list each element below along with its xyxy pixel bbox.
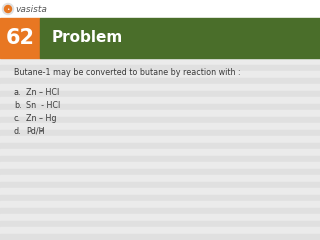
Bar — [0, 130, 320, 136]
Text: •: • — [6, 7, 10, 12]
Bar — [0, 58, 320, 65]
Bar — [0, 90, 320, 97]
Text: b.: b. — [14, 101, 22, 110]
Bar — [0, 78, 320, 84]
Bar — [0, 149, 320, 156]
Text: c.: c. — [14, 114, 21, 123]
Bar — [0, 234, 320, 240]
Bar — [0, 71, 320, 78]
Bar — [0, 208, 320, 214]
Bar — [0, 201, 320, 208]
Bar — [0, 103, 320, 110]
Text: Zn – Hg: Zn – Hg — [26, 114, 57, 123]
Bar — [0, 18, 40, 58]
Text: a.: a. — [14, 88, 21, 97]
Circle shape — [4, 6, 12, 12]
Bar — [0, 97, 320, 103]
Bar — [0, 110, 320, 116]
Bar — [0, 123, 320, 130]
Bar — [0, 221, 320, 227]
Bar — [0, 214, 320, 221]
Bar — [0, 116, 320, 123]
Bar — [0, 181, 320, 188]
Text: vasista: vasista — [15, 5, 47, 13]
Text: d.: d. — [14, 127, 22, 136]
Bar — [0, 188, 320, 194]
Bar — [0, 175, 320, 181]
Bar — [40, 18, 320, 58]
Bar — [0, 65, 320, 71]
Bar — [0, 0, 320, 18]
Text: Butane-1 may be converted to butane by reaction with :: Butane-1 may be converted to butane by r… — [14, 68, 241, 77]
Bar — [0, 168, 320, 175]
Bar — [0, 194, 320, 201]
Text: Problem: Problem — [52, 30, 123, 46]
Text: 2: 2 — [39, 128, 43, 133]
Bar — [0, 143, 320, 149]
Text: Pd/H: Pd/H — [26, 127, 44, 136]
Bar — [0, 227, 320, 234]
Circle shape — [3, 4, 13, 14]
Bar — [0, 156, 320, 162]
Bar — [0, 84, 320, 90]
Text: Sn  - HCl: Sn - HCl — [26, 101, 60, 110]
Bar — [0, 136, 320, 143]
Text: 62: 62 — [5, 28, 35, 48]
Text: Zn – HCl: Zn – HCl — [26, 88, 59, 97]
Bar — [0, 162, 320, 168]
